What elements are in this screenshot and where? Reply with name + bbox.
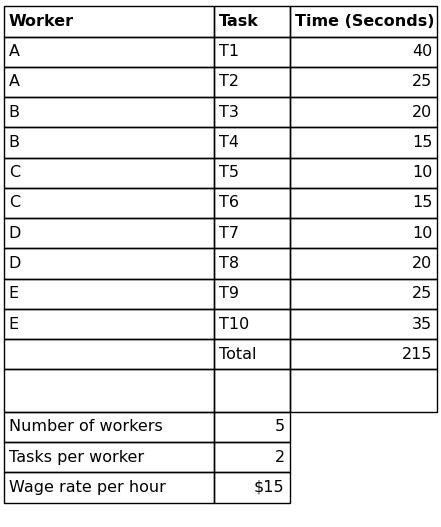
Bar <box>214 248 290 279</box>
Text: 25: 25 <box>412 74 432 90</box>
Bar <box>214 218 290 248</box>
Bar <box>214 279 290 309</box>
Text: Tasks per worker: Tasks per worker <box>9 450 144 465</box>
Bar <box>290 248 437 279</box>
Bar <box>4 442 214 472</box>
Text: T4: T4 <box>219 135 239 150</box>
Text: T8: T8 <box>219 256 239 271</box>
Bar <box>290 128 437 158</box>
Bar <box>4 188 214 218</box>
Text: 20: 20 <box>412 256 432 271</box>
Text: Number of workers: Number of workers <box>9 419 163 434</box>
Text: Worker: Worker <box>9 14 74 29</box>
Text: E: E <box>9 317 19 331</box>
Bar <box>290 36 437 67</box>
Text: B: B <box>9 105 20 120</box>
Text: Task: Task <box>219 14 259 29</box>
Text: 20: 20 <box>412 105 432 120</box>
Text: Wage rate per hour: Wage rate per hour <box>9 480 166 495</box>
Text: 35: 35 <box>412 317 432 331</box>
Text: $15: $15 <box>254 480 284 495</box>
Bar <box>214 339 290 369</box>
Bar <box>4 218 214 248</box>
Text: T5: T5 <box>219 165 239 180</box>
Text: T10: T10 <box>219 317 250 331</box>
Bar <box>214 6 290 36</box>
Text: A: A <box>9 74 20 90</box>
Bar <box>214 128 290 158</box>
Bar <box>290 67 437 97</box>
Bar <box>4 472 214 503</box>
Text: B: B <box>9 135 20 150</box>
Text: 10: 10 <box>412 165 432 180</box>
Bar <box>4 36 214 67</box>
Bar <box>214 36 290 67</box>
Text: 10: 10 <box>412 226 432 241</box>
Bar <box>290 218 437 248</box>
Text: 2: 2 <box>274 450 284 465</box>
Text: T2: T2 <box>219 74 239 90</box>
Bar <box>290 339 437 369</box>
Text: T1: T1 <box>219 44 239 59</box>
Bar <box>214 412 290 442</box>
Bar <box>290 188 437 218</box>
Text: E: E <box>9 286 19 301</box>
Bar <box>214 188 290 218</box>
Text: A: A <box>9 44 20 59</box>
Text: 5: 5 <box>274 419 284 434</box>
Bar <box>290 6 437 36</box>
Bar <box>290 369 437 412</box>
Text: T3: T3 <box>219 105 239 120</box>
Text: D: D <box>9 256 21 271</box>
Bar <box>214 67 290 97</box>
Bar <box>4 339 214 369</box>
Bar <box>214 309 290 339</box>
Text: C: C <box>9 165 20 180</box>
Bar <box>4 248 214 279</box>
Bar <box>4 279 214 309</box>
Bar <box>4 67 214 97</box>
Bar <box>290 97 437 128</box>
Bar <box>214 442 290 472</box>
Bar <box>214 158 290 188</box>
Bar <box>4 412 214 442</box>
Bar <box>290 309 437 339</box>
Bar <box>214 97 290 128</box>
Text: D: D <box>9 226 21 241</box>
Text: Time (Seconds): Time (Seconds) <box>295 14 435 29</box>
Text: T6: T6 <box>219 196 239 210</box>
Text: 15: 15 <box>412 196 432 210</box>
Bar <box>290 158 437 188</box>
Bar <box>4 6 214 36</box>
Text: 15: 15 <box>412 135 432 150</box>
Text: T9: T9 <box>219 286 239 301</box>
Bar <box>290 279 437 309</box>
Text: 25: 25 <box>412 286 432 301</box>
Text: 40: 40 <box>412 44 432 59</box>
Text: Total: Total <box>219 347 257 362</box>
Text: C: C <box>9 196 20 210</box>
Bar <box>4 309 214 339</box>
Text: T7: T7 <box>219 226 239 241</box>
Bar <box>214 472 290 503</box>
Bar <box>4 128 214 158</box>
Bar <box>4 97 214 128</box>
Bar <box>4 158 214 188</box>
Bar <box>4 369 214 412</box>
Bar <box>214 369 290 412</box>
Text: 215: 215 <box>402 347 432 362</box>
